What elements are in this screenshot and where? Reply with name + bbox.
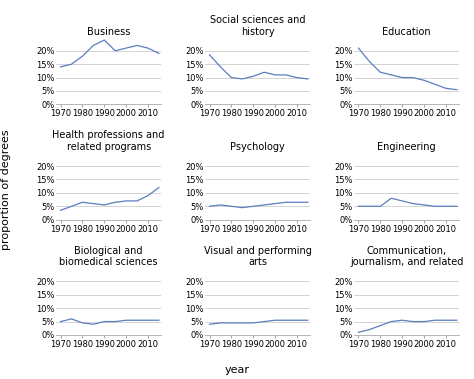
Title: Psychology: Psychology xyxy=(230,142,285,152)
Title: Biological and
biomedical sciences: Biological and biomedical sciences xyxy=(59,246,158,267)
Text: year: year xyxy=(225,365,249,375)
Title: Social sciences and
history: Social sciences and history xyxy=(210,15,305,37)
Title: Visual and performing
arts: Visual and performing arts xyxy=(204,246,311,267)
Title: Engineering: Engineering xyxy=(377,142,436,152)
Title: Business: Business xyxy=(87,27,130,37)
Text: proportion of degrees: proportion of degrees xyxy=(0,129,11,250)
Title: Health professions and
related programs: Health professions and related programs xyxy=(53,130,165,152)
Title: Education: Education xyxy=(382,27,431,37)
Title: Communication,
journalism, and related: Communication, journalism, and related xyxy=(350,246,463,267)
